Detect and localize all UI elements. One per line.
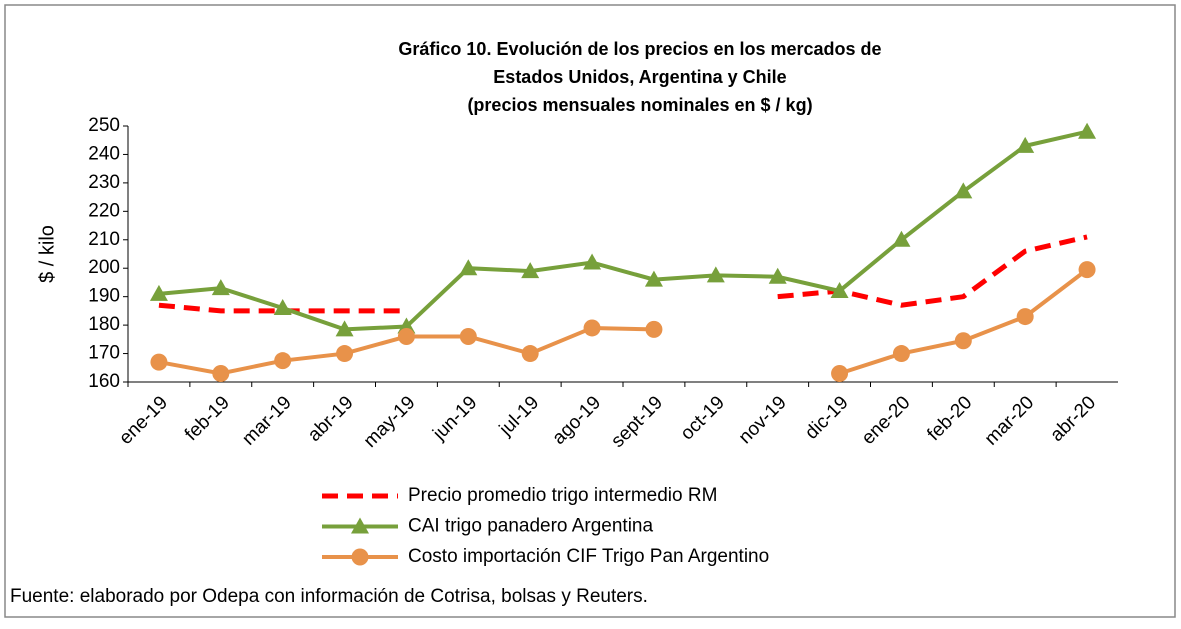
series-line [158,234,1088,314]
y-tick-label: 180 [88,314,120,335]
circle-marker [521,345,539,363]
chart-title: Estados Unidos, Argentina y Chile [493,67,786,87]
circle-marker [212,364,230,382]
chart-frame [4,4,1176,618]
y-tick-label: 170 [88,343,120,364]
y-tick-label: 240 [88,143,120,164]
y-tick-label: 220 [88,200,120,221]
circle-marker [459,327,477,345]
y-tick-label: 160 [88,371,120,392]
legend-label: Costo importación CIF Trigo Pan Argentin… [408,546,769,567]
circle-marker [831,364,849,382]
triangle-marker [335,320,354,337]
circle-marker [397,327,415,345]
circle-marker [583,319,601,337]
circle-marker [274,352,292,370]
y-tick-label: 230 [88,172,120,193]
y-tick-label: 250 [88,115,120,136]
chart-title: Gráfico 10. Evolución de los precios en … [398,39,881,59]
triangle-marker [149,284,168,301]
triangle-marker [954,182,973,199]
triangle-marker [583,253,602,270]
legend-marker [351,517,369,534]
circle-marker [1078,261,1096,279]
triangle-marker [459,259,478,276]
triangle-marker [1078,122,1097,139]
triangle-marker [706,266,725,283]
triangle-marker [521,262,540,279]
circle-marker [1016,308,1034,326]
circle-marker [336,345,354,363]
legend-marker [351,548,369,566]
circle-marker [954,332,972,350]
source-note: Fuente: elaborado por Odepa con informac… [10,586,648,607]
series-line [158,129,1088,332]
triangle-marker [211,279,230,296]
circle-marker [645,320,663,338]
legend-label: CAI trigo panadero Argentina [408,516,653,537]
legend-label: Precio promedio trigo intermedio RM [408,485,717,506]
y-tick-label: 210 [88,229,120,250]
circle-marker [892,345,910,363]
chart-title: (precios mensuales nominales en $ / kg) [467,95,812,115]
triangle-marker [892,230,911,247]
circle-marker [150,353,168,371]
y-tick-label: 190 [88,286,120,307]
triangle-marker [273,299,292,316]
y-tick-label: 200 [88,257,120,278]
triangle-marker [644,270,663,287]
y-axis-label: $ / kilo [36,225,58,283]
triangle-marker [830,281,849,298]
triangle-marker [1016,136,1035,153]
triangle-marker [768,267,787,284]
